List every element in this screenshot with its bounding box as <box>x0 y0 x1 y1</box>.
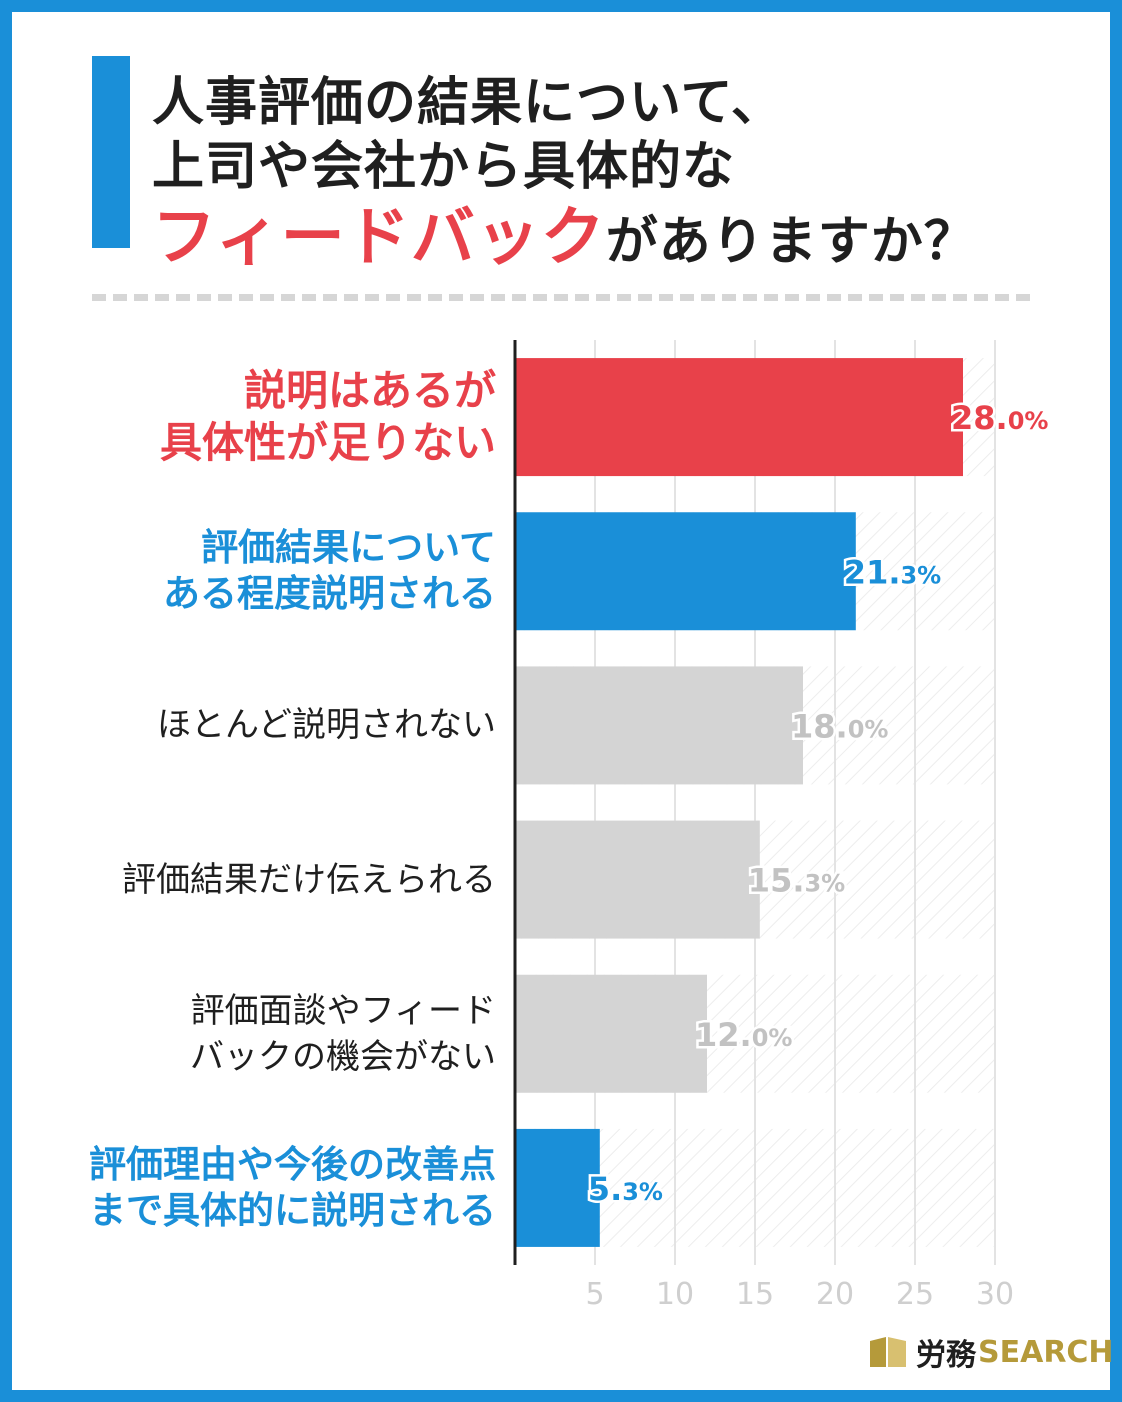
title-line-2: 上司や会社から具体的な <box>152 137 736 197</box>
value-label: 5.3% <box>588 1170 663 1208</box>
title-highlight: フィードバック <box>152 201 606 275</box>
category-label-line: まで具体的に説明される <box>89 1188 496 1232</box>
category-label: ほとんど説明されない <box>56 702 496 748</box>
x-tick-label: 15 <box>736 1277 774 1312</box>
title-accent-bar <box>92 56 130 248</box>
category-label-line: 具体性が足りない <box>159 418 496 468</box>
x-tick-label: 25 <box>896 1277 934 1312</box>
dashed-divider <box>92 294 1030 301</box>
value-label: 21.3% <box>844 553 941 591</box>
x-tick-label: 5 <box>585 1277 604 1312</box>
value-label: 18.0% <box>791 707 888 745</box>
bar <box>515 666 803 785</box>
x-tick-label: 10 <box>656 1277 694 1312</box>
category-label: 評価結果について ある程度説明される <box>56 525 496 617</box>
category-label-line: ほとんど説明されない <box>157 705 496 746</box>
category-label-line: バックの機会がない <box>190 1036 496 1077</box>
category-label-line: 評価結果について <box>201 526 496 570</box>
bar <box>515 512 856 631</box>
title-line-1: 人事評価の結果について、 <box>152 73 784 133</box>
category-label-line: 評価結果だけ伝えられる <box>122 859 496 900</box>
x-tick-label: 30 <box>976 1277 1014 1312</box>
value-label: 28.0% <box>951 399 1048 437</box>
logo-mark-icon <box>870 1337 906 1367</box>
logo-text-ja: 労務 <box>916 1338 976 1373</box>
category-label-line: 説明はあるが <box>243 366 496 416</box>
brand-logo: 労務 SEARCH <box>868 1330 1114 1374</box>
category-label: 説明はあるが 具体性が足りない <box>56 365 496 469</box>
category-label: 評価結果だけ伝えられる <box>56 857 496 903</box>
bar <box>515 820 760 939</box>
x-tick-label: 20 <box>816 1277 854 1312</box>
category-label-line: 評価面談やフィード <box>190 990 496 1031</box>
category-label-line: ある程度説明される <box>163 572 496 616</box>
value-label: 12.0% <box>695 1016 792 1054</box>
category-label: 評価面談やフィード バックの機会がない <box>56 988 496 1080</box>
title-rest: がありますか？ <box>605 212 977 272</box>
value-label: 15.3% <box>748 862 845 900</box>
logo-text-en: SEARCH <box>978 1334 1114 1370</box>
category-label-line: 評価理由や今後の改善点 <box>89 1142 496 1186</box>
bar <box>515 358 963 477</box>
bar <box>515 1128 600 1247</box>
title-line-3: フィードバックがありますか？ <box>152 186 977 278</box>
category-label: 評価理由や今後の改善点 まで具体的に説明される <box>56 1142 496 1234</box>
bar <box>515 974 707 1093</box>
